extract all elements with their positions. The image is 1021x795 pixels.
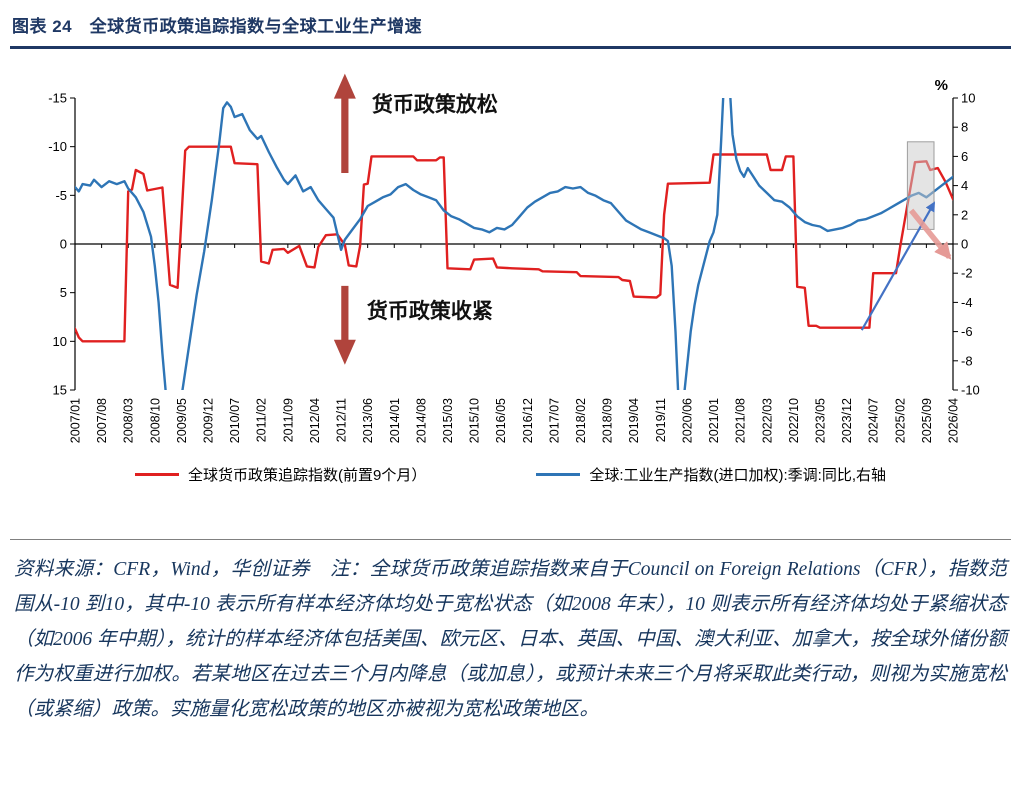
svg-text:2014/08: 2014/08: [414, 398, 428, 443]
svg-text:2016/12: 2016/12: [521, 398, 535, 443]
svg-text:2022/03: 2022/03: [760, 398, 774, 443]
legend-item-policy-index: 全球货币政策追踪指数(前置9个月）: [134, 464, 427, 485]
svg-text:6: 6: [961, 149, 968, 164]
chart-header: 图表 24 全球货币政策追踪指数与全球工业生产增速: [10, 8, 1011, 49]
svg-text:2021/08: 2021/08: [734, 398, 748, 443]
svg-text:0: 0: [60, 237, 67, 252]
svg-text:2025/09: 2025/09: [920, 398, 934, 443]
svg-text:2020/06: 2020/06: [680, 398, 694, 443]
svg-text:2026/04: 2026/04: [947, 398, 961, 443]
svg-text:2007/01: 2007/01: [69, 398, 83, 443]
chart-title: 图表 24 全球货币政策追踪指数与全球工业生产增速: [12, 17, 423, 36]
svg-text:2012/11: 2012/11: [335, 398, 349, 442]
svg-text:2015/03: 2015/03: [441, 398, 455, 443]
svg-text:-15: -15: [48, 91, 67, 106]
svg-text:2011/02: 2011/02: [255, 398, 269, 442]
svg-text:2024/07: 2024/07: [867, 398, 881, 443]
svg-text:2019/04: 2019/04: [627, 398, 641, 443]
svg-text:0: 0: [961, 237, 968, 252]
svg-text:2023/05: 2023/05: [813, 398, 827, 443]
svg-text:-2: -2: [961, 266, 973, 281]
source-note: 资料来源：CFR，Wind，华创证券 注：全球货币政策追踪指数来自于Counci…: [10, 539, 1011, 727]
svg-text:2013/06: 2013/06: [361, 398, 375, 443]
svg-text:10: 10: [961, 91, 975, 106]
svg-text:2012/04: 2012/04: [308, 398, 322, 443]
easing-arrow-icon: [333, 73, 356, 173]
svg-text:-6: -6: [961, 324, 973, 339]
tightening-arrow-icon: [333, 285, 356, 365]
easing-label: 货币政策放松: [372, 93, 498, 117]
svg-text:-10: -10: [48, 139, 67, 154]
svg-text:2008/03: 2008/03: [122, 398, 136, 443]
svg-text:2025/02: 2025/02: [893, 398, 907, 443]
svg-text:2008/10: 2008/10: [148, 398, 162, 443]
chart-legend: 全球货币政策追踪指数(前置9个月） 全球:工业生产指数(进口加权):季调:同比,…: [10, 464, 1011, 485]
svg-text:-8: -8: [961, 353, 973, 368]
legend-swatch-blue: [536, 473, 581, 476]
svg-text:2011/09: 2011/09: [281, 398, 295, 442]
svg-text:2016/05: 2016/05: [494, 398, 508, 443]
svg-text:2015/10: 2015/10: [468, 398, 482, 443]
chart-canvas: -15 -10 -5 0 5 10 15 10 8 6 4 2 0 -2 -4 -6 -8 -10% 2007/01…: [48, 73, 980, 443]
svg-text:2007/08: 2007/08: [95, 398, 109, 443]
fade-red-arrow-icon: [909, 208, 952, 260]
svg-text:-4: -4: [961, 295, 973, 310]
svg-text:2019/11: 2019/11: [654, 398, 668, 442]
svg-text:4: 4: [961, 178, 968, 193]
svg-text:2009/05: 2009/05: [175, 398, 189, 443]
svg-text:15: 15: [53, 383, 67, 398]
svg-text:-5: -5: [55, 188, 67, 203]
highlight-box: [906, 141, 935, 230]
legend-swatch-red: [134, 473, 179, 476]
svg-text:2009/12: 2009/12: [202, 398, 216, 443]
legend-label-policy-index: 全球货币政策追踪指数(前置9个月）: [187, 467, 427, 484]
svg-text:2022/10: 2022/10: [787, 398, 801, 443]
svg-text:2023/12: 2023/12: [840, 398, 854, 443]
svg-text:10: 10: [53, 334, 67, 349]
svg-text:5: 5: [60, 285, 67, 300]
svg-text:8: 8: [961, 120, 968, 135]
svg-text:2018/09: 2018/09: [601, 398, 615, 443]
svg-text:2017/07: 2017/07: [547, 398, 561, 443]
svg-text:2010/07: 2010/07: [228, 398, 242, 443]
legend-label-industrial-production: 全球:工业生产指数(进口加权):季调:同比,右轴: [589, 467, 886, 484]
svg-text:2018/02: 2018/02: [574, 398, 588, 443]
svg-text:2: 2: [961, 207, 968, 222]
legend-item-industrial-production: 全球:工业生产指数(进口加权):季调:同比,右轴: [536, 464, 886, 485]
svg-text:%: %: [935, 77, 948, 94]
tightening-label: 货币政策收紧: [367, 299, 493, 323]
svg-text:2014/01: 2014/01: [388, 398, 402, 443]
svg-text:2021/01: 2021/01: [707, 398, 721, 443]
svg-text:-10: -10: [961, 383, 980, 398]
